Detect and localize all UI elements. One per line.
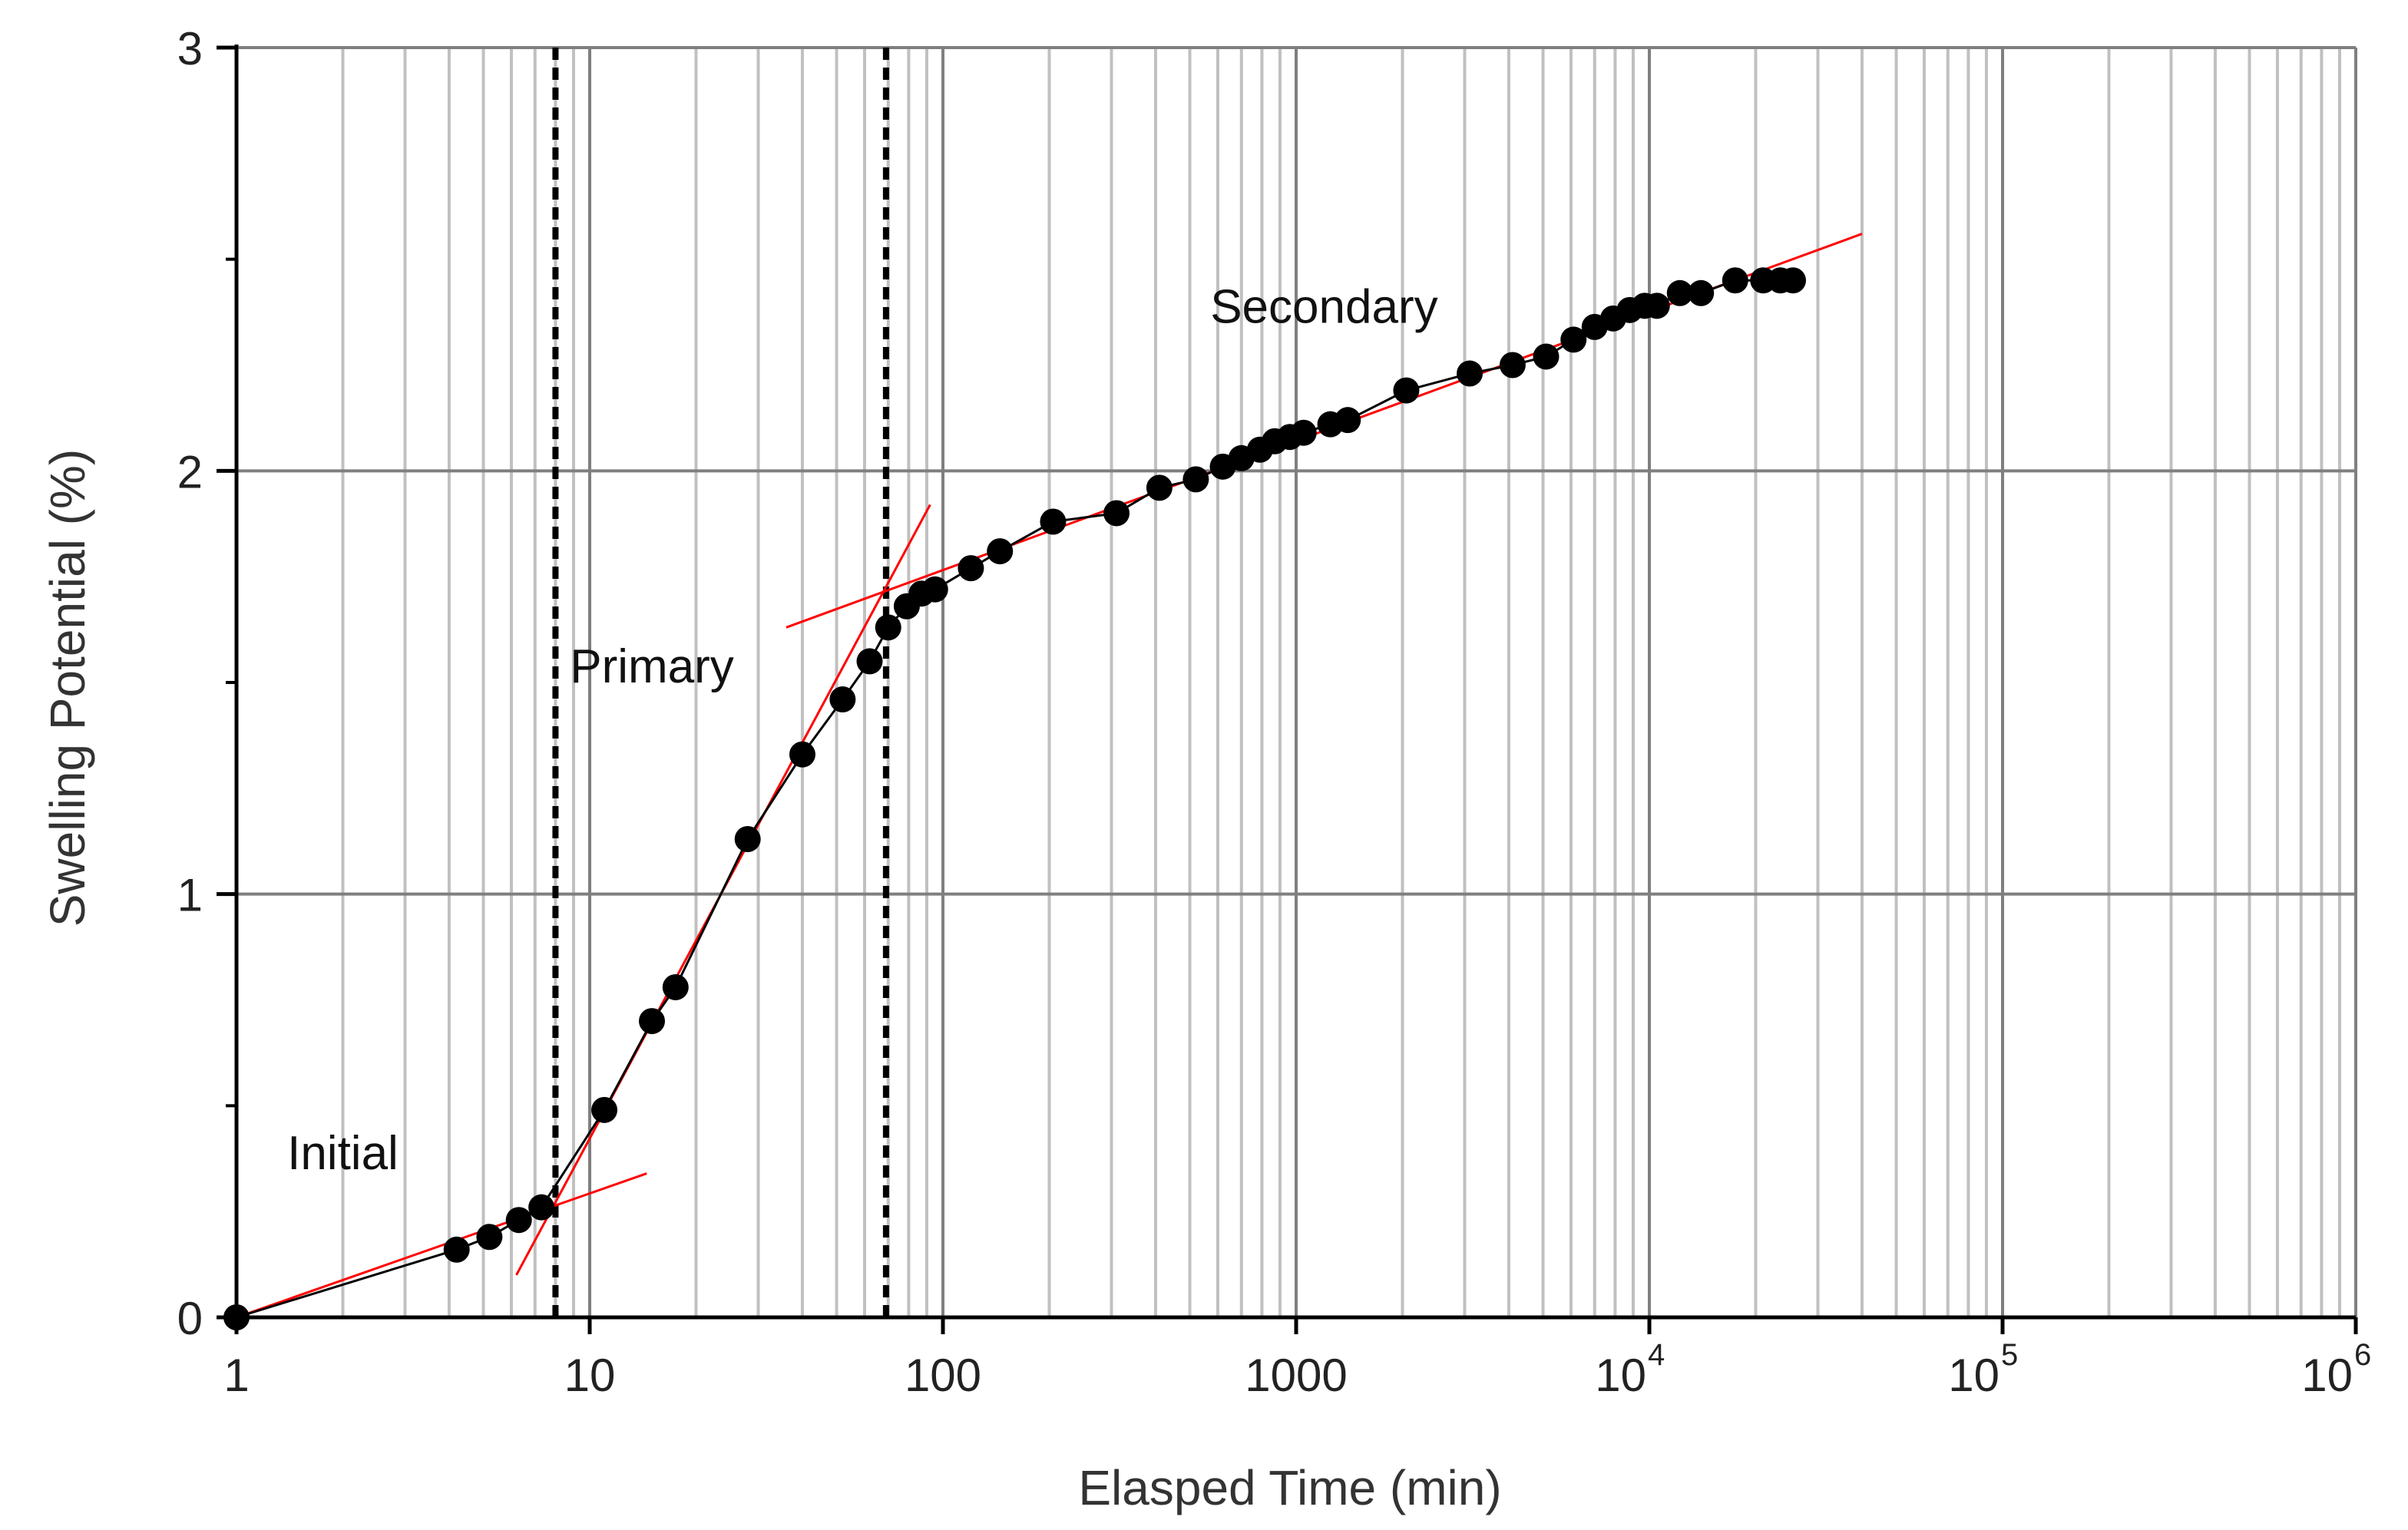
data-point: [958, 555, 984, 582]
data-point: [223, 1304, 250, 1330]
data-point: [1499, 352, 1526, 378]
data-points: [223, 267, 1807, 1330]
data-point: [1335, 407, 1361, 434]
data-point: [921, 576, 948, 603]
data-point: [1146, 474, 1173, 501]
x-tick-label-exponent: 4: [1648, 1338, 1665, 1372]
data-point: [528, 1194, 555, 1221]
x-tick-label: 10: [1595, 1350, 1646, 1401]
data-point: [591, 1096, 618, 1123]
data-point: [476, 1224, 503, 1251]
data-point: [829, 686, 856, 713]
phase-label-secondary: Secondary: [1210, 280, 1437, 333]
data-point: [987, 538, 1014, 565]
data-point: [1103, 500, 1130, 527]
phase-boundaries: [552, 48, 889, 1317]
phase-label-initial: Initial: [287, 1127, 399, 1180]
data-point: [639, 1008, 666, 1035]
x-tick-label-exponent: 6: [2354, 1338, 2371, 1372]
fit-line: [236, 1172, 647, 1319]
data-point: [856, 648, 883, 675]
x-tick-label: 1000: [1245, 1350, 1347, 1401]
data-point: [505, 1207, 532, 1234]
data-point: [1780, 267, 1807, 294]
data-point: [1666, 279, 1693, 306]
data-point: [1560, 326, 1587, 353]
phase-label-primary: Primary: [570, 640, 734, 693]
y-tick-label: 1: [177, 870, 203, 921]
data-point: [443, 1236, 470, 1263]
data-point: [1533, 343, 1560, 370]
y-tick-label: 2: [177, 446, 203, 497]
data-point: [1457, 360, 1484, 387]
x-tick-labels: 1 10 100 1000 10 4 10 5 10 6: [223, 1338, 2371, 1401]
data-point: [1040, 508, 1067, 535]
phase-annotations: Initial Primary Secondary: [287, 280, 1438, 1180]
data-point: [1393, 377, 1420, 404]
x-tick-label: 1: [223, 1350, 249, 1401]
data-point: [1643, 292, 1670, 319]
data-point: [1688, 279, 1715, 306]
data-point: [1722, 267, 1748, 294]
x-axis-title: Elasped Time (min): [1078, 1460, 1501, 1515]
y-tick-label: 3: [177, 23, 203, 74]
x-tick-label: 10: [2301, 1350, 2353, 1401]
data-point: [734, 825, 761, 852]
data-point: [662, 973, 689, 1000]
x-tick-label: 10: [1948, 1350, 2000, 1401]
x-tick-label: 100: [905, 1350, 981, 1401]
data-point: [789, 741, 815, 768]
data-point: [1290, 419, 1317, 446]
y-axis-title: Swelling Potential (%): [40, 449, 95, 927]
x-tick-label: 10: [564, 1350, 616, 1401]
y-tick-label: 0: [177, 1293, 203, 1344]
data-point: [875, 614, 901, 641]
x-tick-label-exponent: 5: [2001, 1338, 2018, 1372]
y-tick-labels: 0 1 2 3: [177, 23, 203, 1344]
data-point: [1182, 466, 1209, 493]
